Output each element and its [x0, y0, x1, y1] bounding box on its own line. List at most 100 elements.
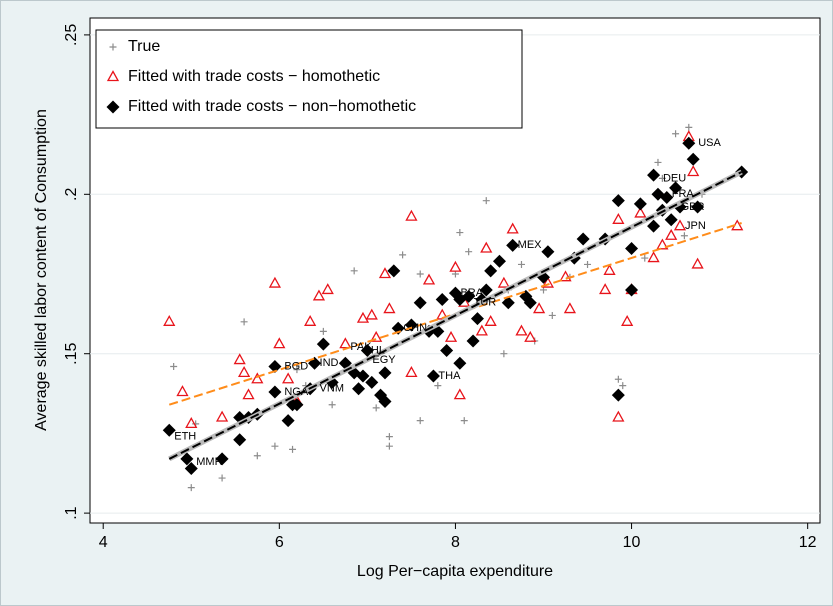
plus-marker	[416, 270, 424, 278]
triangle-marker	[599, 283, 612, 295]
diamond-marker	[440, 344, 454, 358]
triangle-marker	[647, 251, 660, 263]
diamond-marker	[625, 283, 639, 297]
country-label: EGY	[372, 354, 396, 366]
triangle-marker	[612, 410, 625, 422]
country-label: BRA	[460, 287, 483, 299]
triangle-marker	[233, 353, 246, 365]
triangle-marker	[370, 330, 383, 342]
plus-marker	[319, 327, 327, 335]
diamond-marker	[215, 452, 229, 466]
plus-marker	[434, 382, 442, 390]
plus-marker	[517, 260, 525, 268]
triangle-marker	[312, 289, 326, 301]
country-label: CHN	[403, 322, 427, 334]
diamond-marker	[633, 197, 647, 211]
diamond-marker	[647, 168, 661, 182]
legend-label: Fitted with trade costs − non−homothetic	[128, 98, 416, 115]
triangle-marker	[215, 410, 229, 422]
triangle-marker	[612, 212, 625, 224]
country-label: BGD	[284, 360, 308, 372]
diamond-marker	[611, 388, 625, 402]
plus-marker	[253, 452, 261, 460]
country-label: MMR	[196, 456, 222, 468]
diamond-marker	[378, 366, 392, 380]
triangle-marker	[321, 283, 334, 295]
diamond-marker	[462, 289, 476, 303]
diamond-marker	[378, 395, 392, 409]
triangle-marker	[356, 311, 370, 323]
triangle-marker	[304, 314, 317, 326]
plus-marker	[460, 417, 468, 425]
plus-marker	[109, 43, 117, 51]
plus-marker	[658, 174, 666, 182]
x-tick-label: 4	[99, 534, 108, 551]
diamond-marker	[316, 337, 330, 351]
triangle-marker	[603, 263, 616, 275]
diamond-marker	[669, 181, 683, 195]
country-label: TUR	[474, 297, 497, 309]
y-tick-label: .15	[63, 342, 80, 364]
legend-box	[95, 29, 523, 129]
diamond-marker	[387, 264, 401, 278]
diamond-marker	[686, 152, 700, 166]
diamond-marker	[106, 100, 120, 114]
diamond-marker	[660, 190, 674, 204]
plus-marker	[289, 445, 297, 453]
triangle-marker	[634, 206, 647, 218]
x-tick-label: 12	[799, 534, 817, 551]
legend: True Fitted with trade costs − homothetic…	[95, 29, 523, 129]
diamond-marker	[506, 238, 520, 252]
diamond-marker	[492, 254, 506, 268]
triangle-marker	[282, 372, 295, 384]
country-label: ETH	[174, 431, 196, 443]
triangle-marker	[405, 366, 418, 377]
plus-marker	[385, 433, 393, 441]
diamond-marker	[647, 219, 661, 233]
triangle-marker	[242, 388, 255, 400]
triangle-marker	[268, 276, 282, 288]
plus-marker	[465, 248, 473, 256]
diamond-marker	[352, 382, 366, 396]
plus-marker	[685, 123, 693, 131]
triangle-marker	[524, 330, 537, 342]
triangle-marker	[163, 314, 176, 326]
plus-marker	[672, 130, 680, 138]
country-label: NGA	[284, 386, 309, 398]
triangle-marker	[273, 337, 286, 349]
diamond-marker	[162, 423, 176, 437]
plus-marker	[641, 254, 649, 262]
triangle-marker	[559, 270, 572, 282]
diamond-marker	[391, 321, 405, 335]
diamond-marker	[426, 369, 440, 383]
triangle-marker	[656, 238, 669, 250]
triangle-marker	[453, 388, 466, 400]
triangle-marker	[185, 417, 198, 428]
country-label: JPN	[685, 220, 706, 232]
plus-marker	[548, 311, 556, 319]
diamond-marker	[290, 398, 304, 412]
triangle-marker	[484, 314, 497, 326]
diamond-marker	[611, 194, 625, 208]
triangle-marker	[541, 276, 555, 288]
plus-marker	[680, 232, 688, 240]
triangle-marker	[515, 324, 528, 336]
plus-marker	[399, 251, 407, 259]
triangle-marker	[251, 372, 264, 384]
x-tick-label: 8	[451, 534, 460, 551]
diamond-marker	[184, 461, 198, 475]
diamond-marker	[365, 375, 379, 389]
plus-marker	[350, 267, 358, 275]
diamond-marker	[180, 452, 194, 466]
diamond-marker	[691, 200, 705, 214]
y-tick-label: .2	[63, 188, 80, 201]
diamond-marker	[413, 296, 427, 310]
diamond-marker	[435, 293, 449, 307]
triangle-marker	[621, 314, 634, 326]
diamond-marker	[479, 283, 493, 297]
triangle-marker	[497, 276, 510, 288]
country-label: MEX	[518, 239, 543, 251]
triangle-marker	[687, 165, 700, 177]
triangle-marker	[691, 257, 704, 269]
diamond-marker	[360, 344, 374, 358]
